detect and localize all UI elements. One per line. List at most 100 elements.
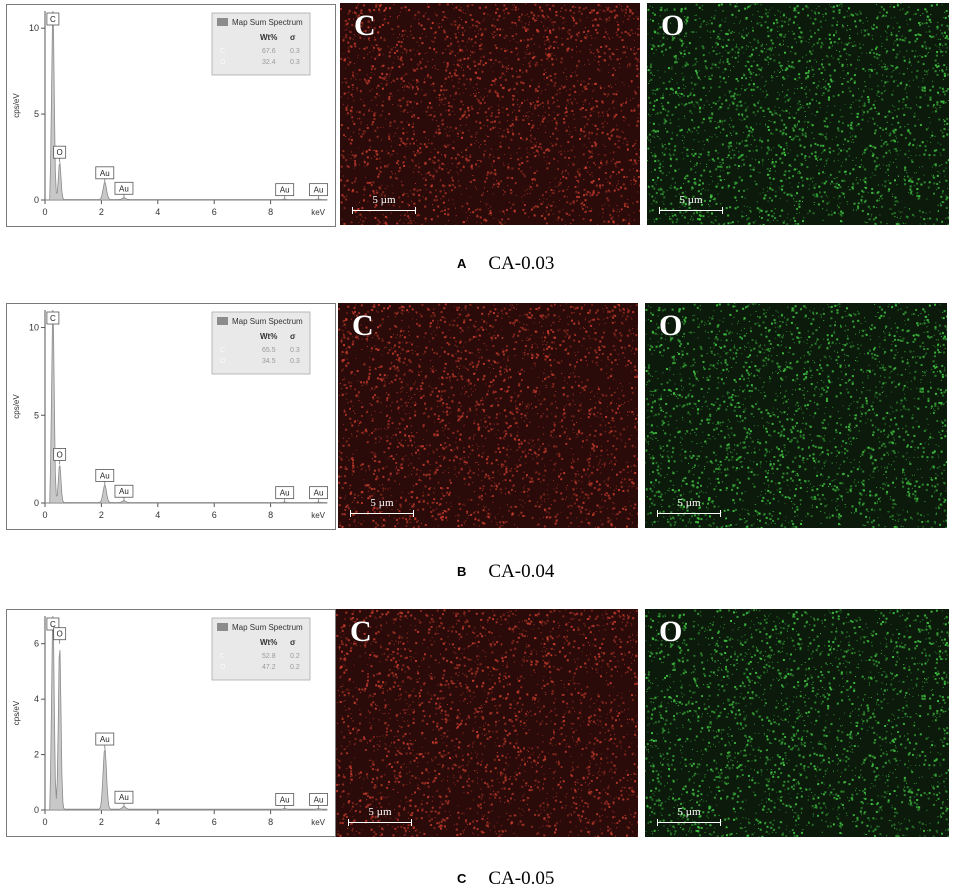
spectrum-trace <box>45 317 328 504</box>
panel-letter: C <box>457 871 467 886</box>
scale-bar: 5 µm <box>657 806 721 826</box>
peak-label: Au <box>114 484 134 502</box>
scale-bar: 5 µm <box>350 497 414 517</box>
scale-bar-label: 5 µm <box>370 497 394 509</box>
oxygen-map-texture <box>645 303 947 528</box>
x-axis-label: keV <box>311 818 325 827</box>
peak-label: O <box>53 627 67 644</box>
scale-bar: 5 µm <box>348 806 412 826</box>
x-tick-label: 0 <box>42 510 47 520</box>
svg-text:Au: Au <box>280 186 290 195</box>
svg-text:0.3: 0.3 <box>290 48 300 55</box>
peak-label: Au <box>275 183 295 200</box>
y-tick-label: 0 <box>34 805 39 815</box>
oxygen-map-b: O 5 µm <box>645 303 947 528</box>
x-tick-label: 2 <box>99 510 104 520</box>
oxygen-map-a: O 5 µm <box>647 3 949 225</box>
x-tick-label: 6 <box>212 510 217 520</box>
eds-spectrum-a: 0 2 4 6 8 keV 0 5 10 cps/eV C O Au Au Au Au Map Sum Spec… <box>6 4 336 227</box>
peak-label: Au <box>95 166 115 183</box>
y-tick-label: 4 <box>34 694 39 704</box>
sample-name: CA-0.05 <box>488 868 555 889</box>
x-tick-label: 2 <box>99 817 104 827</box>
scale-bar: 5 µm <box>659 194 723 214</box>
map-element-label: C <box>352 309 374 342</box>
svg-text:C: C <box>220 48 225 55</box>
x-tick-label: 8 <box>268 510 273 520</box>
y-axis-label: cps/eV <box>12 700 21 725</box>
svg-text:O: O <box>57 148 63 157</box>
scale-bar-label: 5 µm <box>677 806 701 818</box>
y-tick-label: 5 <box>34 109 39 119</box>
map-element-label: O <box>659 309 683 342</box>
map-element-label: O <box>659 615 683 648</box>
x-tick-label: 6 <box>212 207 217 217</box>
carbon-map-texture <box>340 3 640 225</box>
x-tick-label: 8 <box>268 817 273 827</box>
svg-text:C: C <box>50 15 56 24</box>
map-element-label: O <box>661 9 685 42</box>
svg-text:Wt%: Wt% <box>260 33 277 42</box>
y-tick-label: 10 <box>29 323 39 333</box>
map-element-label: C <box>350 615 372 648</box>
scale-bar-label: 5 µm <box>372 194 396 206</box>
peak-label: O <box>53 145 67 163</box>
caption-b: B CA-0.04 <box>457 561 554 583</box>
oxygen-map-c: O 5 µm <box>645 609 949 837</box>
scale-bar: 5 µm <box>352 194 416 214</box>
sample-name: CA-0.03 <box>488 253 555 274</box>
sample-name: CA-0.04 <box>488 561 555 582</box>
x-tick-label: 4 <box>155 207 160 217</box>
x-tick-label: 4 <box>155 510 160 520</box>
peak-label: Au <box>309 486 328 503</box>
peak-label: Au <box>309 183 328 200</box>
x-tick-label: 6 <box>212 817 217 827</box>
svg-text:σ: σ <box>290 33 296 42</box>
peak-label: C <box>46 11 60 26</box>
panel-letter: B <box>457 564 467 579</box>
y-tick-label: 0 <box>34 498 39 508</box>
y-tick-label: 0 <box>34 195 39 205</box>
peak-label: Au <box>95 469 115 486</box>
svg-text:Au: Au <box>119 184 129 193</box>
carbon-map-b: C 5 µm <box>338 303 638 528</box>
peak-label: Au <box>275 793 295 810</box>
x-tick-label: 0 <box>42 817 47 827</box>
spectrum-trace <box>45 18 328 201</box>
spectrum-trace <box>45 623 328 811</box>
y-tick-label: 10 <box>29 23 39 33</box>
y-axis-label: cps/eV <box>12 93 21 118</box>
svg-text:67.6: 67.6 <box>262 48 276 55</box>
peak-label: C <box>46 616 60 631</box>
svg-text:O: O <box>220 59 226 66</box>
svg-text:Au: Au <box>314 186 324 195</box>
carbon-map-c: C 5 µm <box>336 609 638 837</box>
carbon-map-texture <box>338 303 638 528</box>
peak-label: Au <box>309 793 328 810</box>
x-tick-label: 8 <box>268 207 273 217</box>
peak-label: Au <box>114 790 134 808</box>
y-tick-label: 5 <box>34 410 39 420</box>
carbon-map-texture <box>336 609 638 837</box>
svg-text:32.4: 32.4 <box>262 59 276 66</box>
y-tick-label: 2 <box>34 750 39 760</box>
y-tick-label: 6 <box>34 639 39 649</box>
svg-text:Au: Au <box>100 169 110 178</box>
x-tick-label: 4 <box>155 817 160 827</box>
carbon-map-a: C 5 µm <box>340 3 640 225</box>
peak-label: Au <box>114 181 134 199</box>
scale-bar-label: 5 µm <box>677 497 701 509</box>
peak-label: C <box>46 310 60 325</box>
map-element-label: C <box>354 9 376 42</box>
x-axis-label: keV <box>311 208 325 217</box>
panel-letter: A <box>457 256 467 271</box>
peak-label: Au <box>275 486 295 503</box>
x-axis-label: keV <box>311 511 325 520</box>
legend-title: Map Sum Spectrum <box>232 18 303 27</box>
oxygen-map-texture <box>645 609 949 837</box>
oxygen-map-texture <box>647 3 949 225</box>
y-axis-label: cps/eV <box>12 394 21 419</box>
